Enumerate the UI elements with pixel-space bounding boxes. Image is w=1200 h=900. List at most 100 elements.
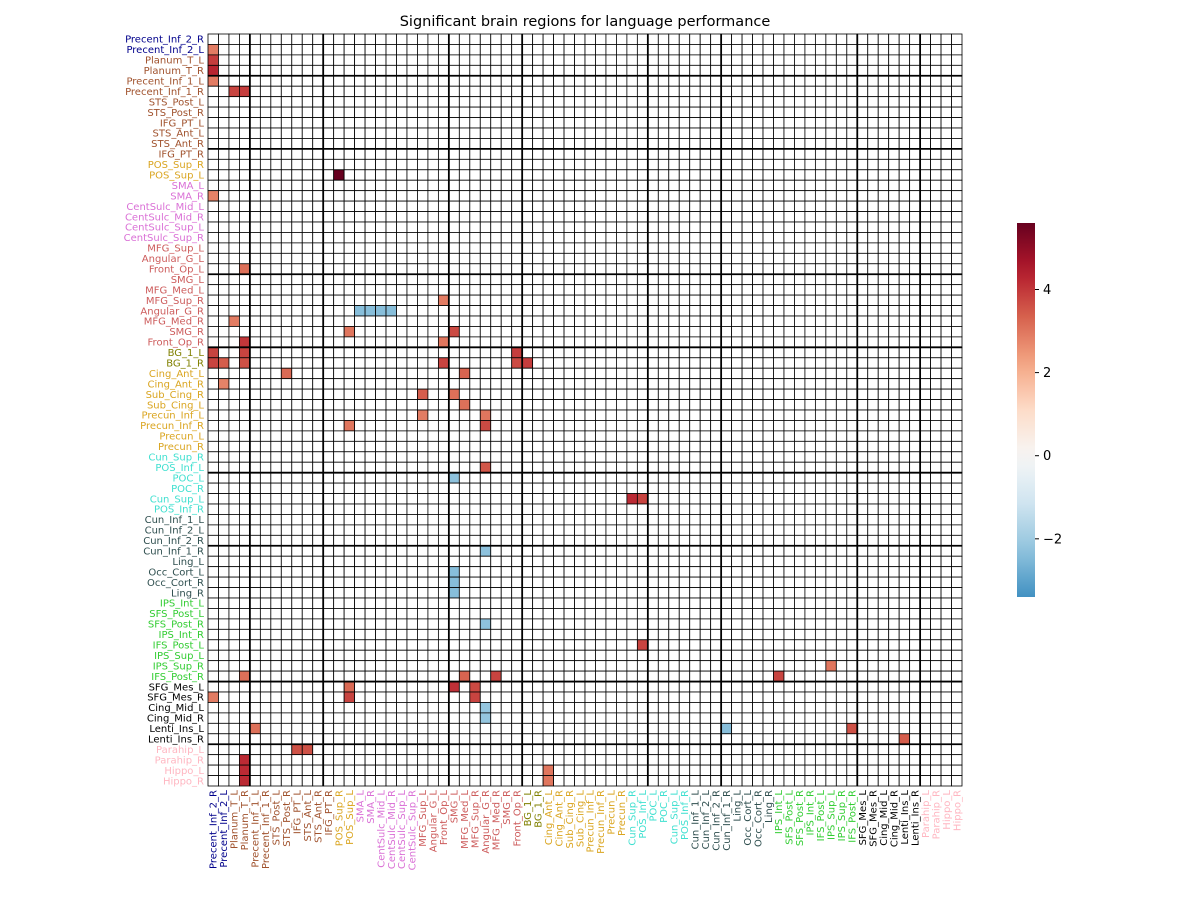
heatmap-cell-empty	[919, 649, 931, 662]
heatmap-cell-empty	[511, 252, 523, 265]
heatmap-cell-empty	[689, 273, 701, 286]
heatmap-cell-empty	[417, 221, 429, 233]
heatmap-cell-empty	[218, 451, 230, 463]
heatmap-cell-empty	[888, 315, 900, 327]
heatmap-cell-empty	[385, 127, 397, 139]
heatmap-cell-empty	[427, 618, 439, 630]
heatmap-cell-empty	[542, 169, 554, 181]
heatmap-cell-empty	[762, 273, 774, 286]
heatmap-cell-empty	[291, 597, 303, 609]
heatmap-cell-empty	[919, 461, 931, 474]
heatmap-cell-empty	[804, 252, 816, 265]
heatmap-cell-empty	[354, 200, 366, 212]
heatmap-cell-empty	[521, 534, 534, 547]
heatmap-cell-empty	[542, 64, 554, 77]
heatmap-cell-empty	[343, 242, 356, 254]
heatmap-cell-empty	[626, 482, 638, 494]
heatmap-cell-empty	[322, 211, 335, 223]
heatmap-cell-empty	[699, 388, 712, 400]
heatmap-cell-empty	[280, 33, 293, 45]
heatmap-cell-empty	[333, 54, 345, 66]
heatmap-cell-empty	[500, 106, 513, 118]
heatmap-cell-empty	[595, 743, 607, 756]
heatmap-cell-empty	[490, 628, 502, 641]
heatmap-cell-empty	[542, 190, 554, 202]
heatmap-cell-empty	[877, 472, 890, 484]
heatmap-cell-empty	[270, 440, 282, 453]
heatmap-cell-empty	[354, 420, 366, 432]
heatmap-cell-empty	[731, 200, 743, 212]
heatmap-cell-empty	[448, 712, 460, 724]
heatmap-cell-empty	[218, 179, 230, 192]
heatmap-cell-empty	[783, 409, 795, 421]
heatmap-cell-empty	[270, 315, 282, 327]
heatmap-cell-empty	[773, 346, 785, 359]
heatmap-cell-empty	[720, 555, 733, 568]
heatmap-cell-empty	[909, 221, 921, 233]
heatmap-cell-empty	[343, 284, 356, 296]
heatmap-cell-empty	[731, 409, 743, 421]
heatmap-cell-empty	[804, 305, 816, 317]
heatmap-cell-empty	[930, 461, 942, 474]
heatmap-cell-empty	[312, 54, 324, 66]
heatmap-cell-empty	[940, 378, 952, 390]
heatmap-cell-empty	[595, 357, 607, 369]
heatmap-cell-empty	[720, 336, 733, 348]
heatmap-cell-empty	[521, 294, 534, 306]
heatmap-cell-empty	[647, 378, 659, 390]
heatmap-cell-empty	[396, 670, 408, 682]
heatmap-cell-empty	[710, 722, 722, 735]
heatmap-cell-empty	[699, 670, 712, 682]
heatmap-cell-empty	[731, 430, 743, 442]
heatmap-cell-empty	[909, 106, 921, 118]
heatmap-cell-empty	[249, 566, 261, 578]
heatmap-cell-empty	[814, 451, 827, 463]
heatmap-cell	[207, 190, 219, 202]
heatmap-cell-empty	[741, 200, 753, 212]
heatmap-cell-empty	[919, 722, 931, 735]
heatmap-cell-empty	[479, 106, 492, 118]
heatmap-cell-empty	[689, 409, 701, 421]
heatmap-cell-empty	[794, 660, 806, 672]
heatmap-cell-empty	[301, 305, 314, 317]
heatmap-cell-empty	[794, 545, 806, 557]
heatmap-cell-empty	[469, 545, 481, 557]
heatmap-cell-empty	[511, 117, 523, 129]
heatmap-cell-empty	[354, 221, 366, 233]
heatmap-cell-empty	[710, 399, 722, 411]
heatmap-cell-empty	[333, 96, 345, 108]
heatmap-cell-empty	[720, 263, 733, 275]
heatmap-cell-empty	[678, 158, 691, 171]
heatmap-cell-empty	[469, 649, 481, 662]
heatmap-cell-empty	[469, 388, 481, 400]
heatmap-cell-empty	[595, 211, 607, 223]
heatmap-cell-empty	[794, 503, 806, 515]
heatmap-cell-empty	[207, 284, 219, 296]
heatmap-cell-empty	[930, 482, 942, 494]
heatmap-cell-empty	[814, 587, 827, 599]
heatmap-cell-empty	[636, 127, 649, 139]
heatmap-cell-empty	[584, 284, 596, 296]
heatmap-cell-empty	[312, 420, 324, 432]
heatmap-cell-empty	[636, 326, 649, 338]
heatmap-cell-empty	[375, 190, 387, 202]
heatmap-cell-empty	[437, 326, 450, 338]
heatmap-cell-empty	[322, 54, 335, 66]
heatmap-cell-empty	[856, 367, 869, 380]
heatmap-cell-empty	[752, 127, 764, 139]
heatmap-cell-empty	[689, 702, 701, 714]
heatmap-cell-empty	[741, 451, 753, 463]
heatmap-cell-empty	[375, 576, 387, 588]
heatmap-cell-empty	[752, 566, 764, 578]
heatmap-cell-empty	[668, 346, 680, 359]
heatmap-cell-empty	[657, 242, 670, 254]
heatmap-cell-empty	[794, 420, 806, 432]
heatmap-cell-empty	[322, 534, 335, 547]
heatmap-cell-empty	[333, 200, 345, 212]
heatmap-cell-empty	[239, 639, 251, 651]
heatmap-cell-empty	[856, 482, 869, 494]
heatmap-cell-empty	[877, 555, 890, 568]
heatmap-cell-empty	[584, 232, 596, 244]
heatmap-cell-empty	[396, 555, 408, 568]
heatmap-cell-empty	[825, 378, 837, 390]
